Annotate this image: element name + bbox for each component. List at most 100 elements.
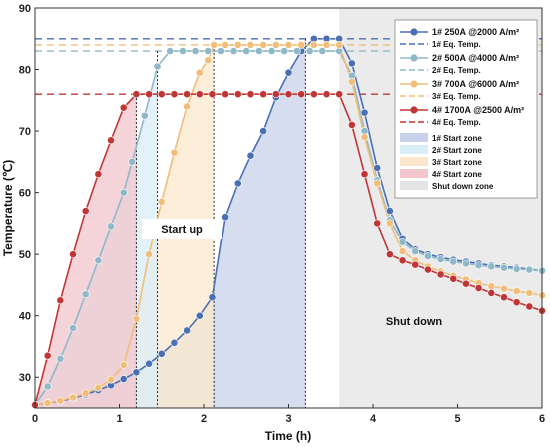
- series-3-point: [43, 399, 52, 407]
- start-zone-4: [35, 94, 137, 408]
- legend-shutdown-label: Shut down zone: [432, 182, 494, 191]
- series-2-point: [56, 354, 65, 363]
- legend-zone-label: 2# Start zone: [432, 146, 482, 155]
- series-1-point: [233, 179, 242, 188]
- series-4-point: [119, 103, 128, 112]
- legend-zone-label: 4# Start zone: [432, 170, 482, 179]
- series-4-point: [107, 136, 115, 145]
- series-2-point: [525, 265, 534, 274]
- series-3-point: [157, 197, 166, 206]
- series-2-point: [474, 261, 483, 270]
- series-4-point: [487, 289, 496, 297]
- series-3-point: [210, 41, 219, 49]
- legend-zone-swatch: [400, 133, 428, 142]
- series-3-point: [170, 148, 179, 157]
- series-3-point: [335, 41, 344, 49]
- start-zone-3: [35, 44, 215, 408]
- x-axis-label: Time (h): [265, 429, 311, 443]
- series-3-point: [373, 179, 382, 188]
- series-3-point: [233, 41, 242, 49]
- series-2-point: [411, 247, 420, 255]
- series-3-point: [487, 282, 496, 291]
- legend-series-label: 4# 1700A @2500 A/m²: [432, 105, 524, 115]
- legend-eq-label: 1# Eq. Temp.: [432, 40, 481, 49]
- series-4-point: [398, 256, 407, 265]
- series-1-point: [246, 151, 255, 160]
- series-1-point: [183, 326, 191, 335]
- series-2-point: [229, 47, 238, 55]
- series-2-point: [81, 290, 90, 299]
- series-4-point: [284, 90, 293, 99]
- series-2-point: [424, 252, 432, 260]
- series-4-point: [170, 90, 179, 99]
- series-1-point: [157, 349, 166, 358]
- series-2-point: [216, 47, 225, 55]
- series-4-point: [424, 265, 432, 274]
- y-tick-label: 30: [19, 372, 31, 384]
- y-axis-label: Temperature (℃): [1, 160, 15, 257]
- x-tick-label: 0: [32, 413, 38, 425]
- y-tick-label: 50: [19, 249, 31, 261]
- series-4-point: [449, 274, 458, 283]
- legend-zone-swatch: [400, 145, 428, 154]
- series-2-point: [500, 263, 508, 272]
- x-tick-label: 1: [116, 413, 122, 425]
- series-2-point: [449, 257, 458, 266]
- series-1-point: [347, 59, 356, 68]
- series-3-point: [107, 375, 115, 384]
- series-3-point: [309, 41, 318, 49]
- series-2-point: [255, 47, 263, 55]
- series-1-point: [221, 213, 230, 222]
- y-tick-label: 60: [19, 188, 31, 200]
- legend: 1# 250A @2000 A/m² 1# Eq. Temp. 2# 500A @4…: [394, 19, 538, 199]
- legend-box: [394, 19, 538, 199]
- series-4-point: [347, 121, 356, 129]
- series-4-point: [259, 90, 268, 99]
- series-4-point: [195, 90, 204, 99]
- y-tick-label: 90: [19, 3, 31, 15]
- series-1-point: [259, 127, 268, 135]
- series-1-point: [145, 359, 153, 368]
- x-tick-label: 5: [454, 413, 460, 425]
- series-2-point: [242, 47, 251, 55]
- series-4-point: [462, 279, 470, 288]
- legend-zone-label: 1# Start zone: [432, 134, 482, 143]
- series-4-point: [322, 90, 331, 99]
- series-3-point: [360, 133, 369, 142]
- series-2-point: [94, 256, 103, 265]
- legend-eq-label: 3# Eq. Temp.: [432, 92, 481, 101]
- series-3-point: [512, 287, 521, 295]
- series-1-point: [195, 311, 204, 320]
- series-4-point: [132, 90, 141, 99]
- series-1-point: [208, 293, 217, 302]
- series-2-point: [178, 47, 187, 55]
- series-4-point: [157, 90, 166, 99]
- series-2-point: [191, 47, 200, 55]
- legend-series-label: 2# 500A @4000 A/m²: [432, 53, 519, 63]
- series-3-point: [271, 41, 280, 49]
- series-2-point: [69, 324, 77, 332]
- x-tick-label: 4: [370, 413, 377, 425]
- series-1-point: [170, 338, 179, 347]
- series-3-point: [81, 389, 90, 398]
- series-4-point: [94, 170, 103, 179]
- series-2-point: [153, 62, 162, 71]
- startup-annotation: Start up: [161, 224, 203, 236]
- series-2-point: [204, 47, 213, 55]
- series-2-point: [305, 47, 314, 55]
- series-2-point: [436, 255, 445, 263]
- legend-eq-label: 4# Eq. Temp.: [432, 118, 481, 127]
- series-3-point: [297, 41, 306, 49]
- series-2-point: [119, 188, 128, 197]
- series-1-point: [284, 68, 293, 77]
- series-3-point: [195, 68, 204, 77]
- legend-series-label: 1# 250A @2000 A/m²: [432, 27, 519, 37]
- series-4-point: [271, 90, 280, 99]
- series-4-point: [525, 302, 534, 311]
- series-1-point: [119, 375, 128, 383]
- legend-series-marker: [410, 106, 418, 114]
- legend-shutdown-swatch: [400, 181, 428, 190]
- series-4-point: [474, 284, 483, 292]
- series-3-point: [385, 219, 394, 228]
